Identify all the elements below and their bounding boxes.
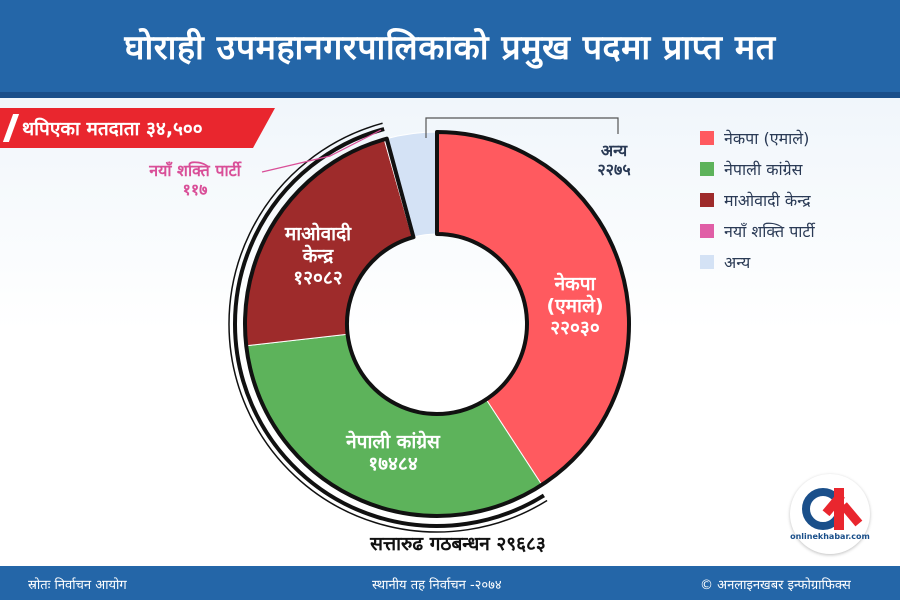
- slice-label-3: नयाँ शक्ति पार्टी ११७: [148, 161, 242, 199]
- chart-legend: नेकपा (एमाले) नेपाली कांग्रेस माओवादी केन्…: [700, 122, 815, 277]
- legend-label-0: नेकपा (एमाले): [724, 128, 810, 148]
- slice-label-0-line-0: नेकपा: [554, 272, 597, 295]
- coalition-outline: [243, 130, 631, 518]
- logo-k-stem: [834, 488, 844, 530]
- slice-label-1: नेपाली कांग्रेस १७४८४: [345, 430, 441, 475]
- slice-1: [245, 333, 543, 517]
- legend-label-4: अन्य: [724, 252, 751, 272]
- coalition-total-label: सत्तारुढ गठबन्धन २९६८३: [369, 533, 546, 555]
- outer-ring-thick: [233, 127, 545, 528]
- legend-item-3: नयाँ शक्ति पार्टी: [700, 215, 815, 246]
- legend-swatch-2: [700, 192, 714, 207]
- legend-label-2: माओवादी केन्द्र: [724, 190, 811, 210]
- footer-bar: स्रोतः निर्वाचन आयोग स्थानीय तह निर्वाचन…: [0, 566, 900, 600]
- slice-label-4-line-1: २२७५: [597, 160, 630, 179]
- slice-label-2-line-1: केन्द्र: [302, 244, 334, 267]
- legend-label-3: नयाँ शक्ति पार्टी: [724, 221, 815, 241]
- legend-item-0: नेकपा (एमाले): [700, 122, 815, 153]
- legend-swatch-3: [700, 223, 714, 238]
- footer-credit: © अनलाइनखबर इन्फोग्राफिक्स: [700, 578, 851, 593]
- legend-swatch-4: [700, 254, 714, 269]
- chart-title: घोराही उपमहानगरपालिकाको प्रमुख पदमा प्रा…: [124, 28, 776, 68]
- slice-label-2-line-0: माओवादी: [284, 222, 352, 245]
- slice-label-0-line-2: २२०३०: [550, 317, 600, 339]
- leader-others: [425, 117, 619, 138]
- slice-label-2-line-2: १२०८२: [293, 267, 342, 289]
- slice-label-0: नेकपा (एमाले) २२०३०: [546, 272, 603, 339]
- added-voters-label: थपिएका मतदाता ३४,५००: [22, 118, 203, 140]
- legend-item-1: नेपाली कांग्रेस: [700, 153, 815, 184]
- outer-ring-thin: [228, 122, 548, 533]
- slice-label-3-line-1: ११७: [183, 180, 208, 199]
- slice-label-4: अन्य २२७५: [597, 141, 630, 179]
- leader-new-force: [261, 129, 382, 173]
- slice-label-4-line-0: अन्य: [601, 141, 628, 160]
- slice-label-1-line-1: १७४८४: [368, 453, 418, 475]
- slice-label-2: माओवादी केन्द्र १२०८२: [284, 222, 352, 289]
- legend-swatch-1: [700, 161, 714, 176]
- title-bar: घोराही उपमहानगरपालिकाको प्रमुख पदमा प्रा…: [0, 0, 900, 98]
- legend-item-2: माओवादी केन्द्र: [700, 184, 815, 215]
- legend-item-4: अन्य: [700, 246, 815, 277]
- slice-label-3-line-0: नयाँ शक्ति पार्टी: [148, 161, 242, 180]
- onlinekhabar-logo: onlinekhabar.com: [790, 474, 870, 554]
- legend-label-1: नेपाली कांग्रेस: [724, 159, 803, 179]
- added-voters-tag: थपिएका मतदाता ३४,५००: [0, 108, 275, 148]
- legend-swatch-0: [700, 130, 714, 145]
- slice-label-1-line-0: नेपाली कांग्रेस: [345, 430, 441, 453]
- logo-brand-text: onlinekhabar.com: [790, 532, 870, 541]
- slice-label-0-line-1: (एमाले): [546, 294, 603, 317]
- footer-source: स्रोतः निर्वाचन आयोग: [28, 578, 127, 593]
- footer-election: स्थानीय तह निर्वाचन -२०७४: [372, 578, 502, 593]
